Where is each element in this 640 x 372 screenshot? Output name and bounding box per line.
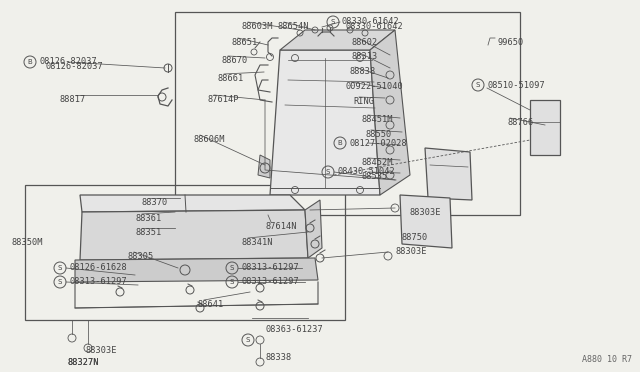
Text: 87614N: 87614N: [265, 222, 296, 231]
Text: 08126-82037: 08126-82037: [46, 62, 104, 71]
Text: 88661: 88661: [218, 74, 244, 83]
Text: S: S: [246, 337, 250, 343]
Text: 88351: 88351: [136, 228, 163, 237]
Text: 88350M: 88350M: [12, 238, 44, 247]
Text: 88670: 88670: [222, 56, 248, 65]
Text: 88603M: 88603M: [242, 22, 273, 31]
Text: A880 10 R7: A880 10 R7: [582, 355, 632, 364]
Text: 88766: 88766: [508, 118, 534, 127]
Polygon shape: [400, 195, 452, 248]
Text: 88305: 88305: [128, 252, 154, 261]
Polygon shape: [75, 258, 318, 282]
Text: 88313: 88313: [352, 52, 378, 61]
Text: 88817: 88817: [60, 95, 86, 104]
Text: S: S: [230, 279, 234, 285]
Text: 08313-61297: 08313-61297: [69, 278, 127, 286]
Bar: [175, 12, 520, 215]
Text: S: S: [230, 265, 234, 271]
Text: 88451M: 88451M: [362, 115, 394, 124]
Text: 88535: 88535: [362, 172, 388, 181]
Text: 08313-61297: 08313-61297: [241, 263, 299, 273]
Text: 88606M: 88606M: [194, 135, 225, 144]
Text: 88602: 88602: [352, 38, 378, 47]
Text: 08430-51042: 08430-51042: [337, 167, 395, 176]
Text: 88361: 88361: [136, 214, 163, 223]
Text: S: S: [326, 169, 330, 175]
Polygon shape: [258, 155, 270, 178]
Text: 88654N: 88654N: [278, 22, 310, 31]
Text: 88341N: 88341N: [242, 238, 273, 247]
Polygon shape: [425, 148, 472, 200]
Text: 88338: 88338: [266, 353, 292, 362]
Polygon shape: [280, 30, 395, 50]
Text: RING: RING: [353, 97, 374, 106]
Text: 88303E: 88303E: [410, 208, 442, 217]
Text: 88641: 88641: [198, 300, 224, 309]
Polygon shape: [80, 210, 308, 260]
Text: 88327N: 88327N: [68, 358, 99, 367]
Text: 88303E: 88303E: [395, 247, 426, 257]
Text: 08126-61628: 08126-61628: [69, 263, 127, 273]
Text: 08127-02028: 08127-02028: [349, 138, 407, 148]
Text: S: S: [331, 19, 335, 25]
Text: 08363-61237: 08363-61237: [266, 326, 324, 334]
Text: 08330-61642: 08330-61642: [342, 17, 400, 26]
Text: B: B: [338, 140, 342, 146]
Text: B: B: [28, 59, 33, 65]
Text: S: S: [58, 279, 62, 285]
Bar: [25, 185, 345, 320]
Text: 08313-61297: 08313-61297: [241, 278, 299, 286]
Text: 87614P: 87614P: [208, 95, 239, 104]
Text: 88303E: 88303E: [86, 346, 118, 355]
Polygon shape: [80, 195, 305, 212]
Text: 88370: 88370: [142, 198, 168, 207]
Polygon shape: [305, 200, 322, 258]
Text: 88452M: 88452M: [362, 158, 394, 167]
Text: 88651: 88651: [232, 38, 259, 47]
Text: 88327N: 88327N: [68, 358, 99, 367]
Text: S: S: [58, 265, 62, 271]
Text: S: S: [476, 82, 480, 88]
Text: 08510-51097: 08510-51097: [487, 80, 545, 90]
Polygon shape: [370, 30, 410, 195]
Text: 88550: 88550: [365, 130, 391, 139]
Text: 88750: 88750: [402, 233, 428, 242]
Text: 88838: 88838: [349, 67, 375, 76]
Bar: [530, 100, 560, 155]
Text: 00922-51040: 00922-51040: [345, 82, 403, 91]
Text: 08330-61642: 08330-61642: [346, 22, 404, 31]
Text: 08126-82037: 08126-82037: [39, 58, 97, 67]
Text: 99650: 99650: [498, 38, 524, 47]
Polygon shape: [270, 50, 380, 195]
